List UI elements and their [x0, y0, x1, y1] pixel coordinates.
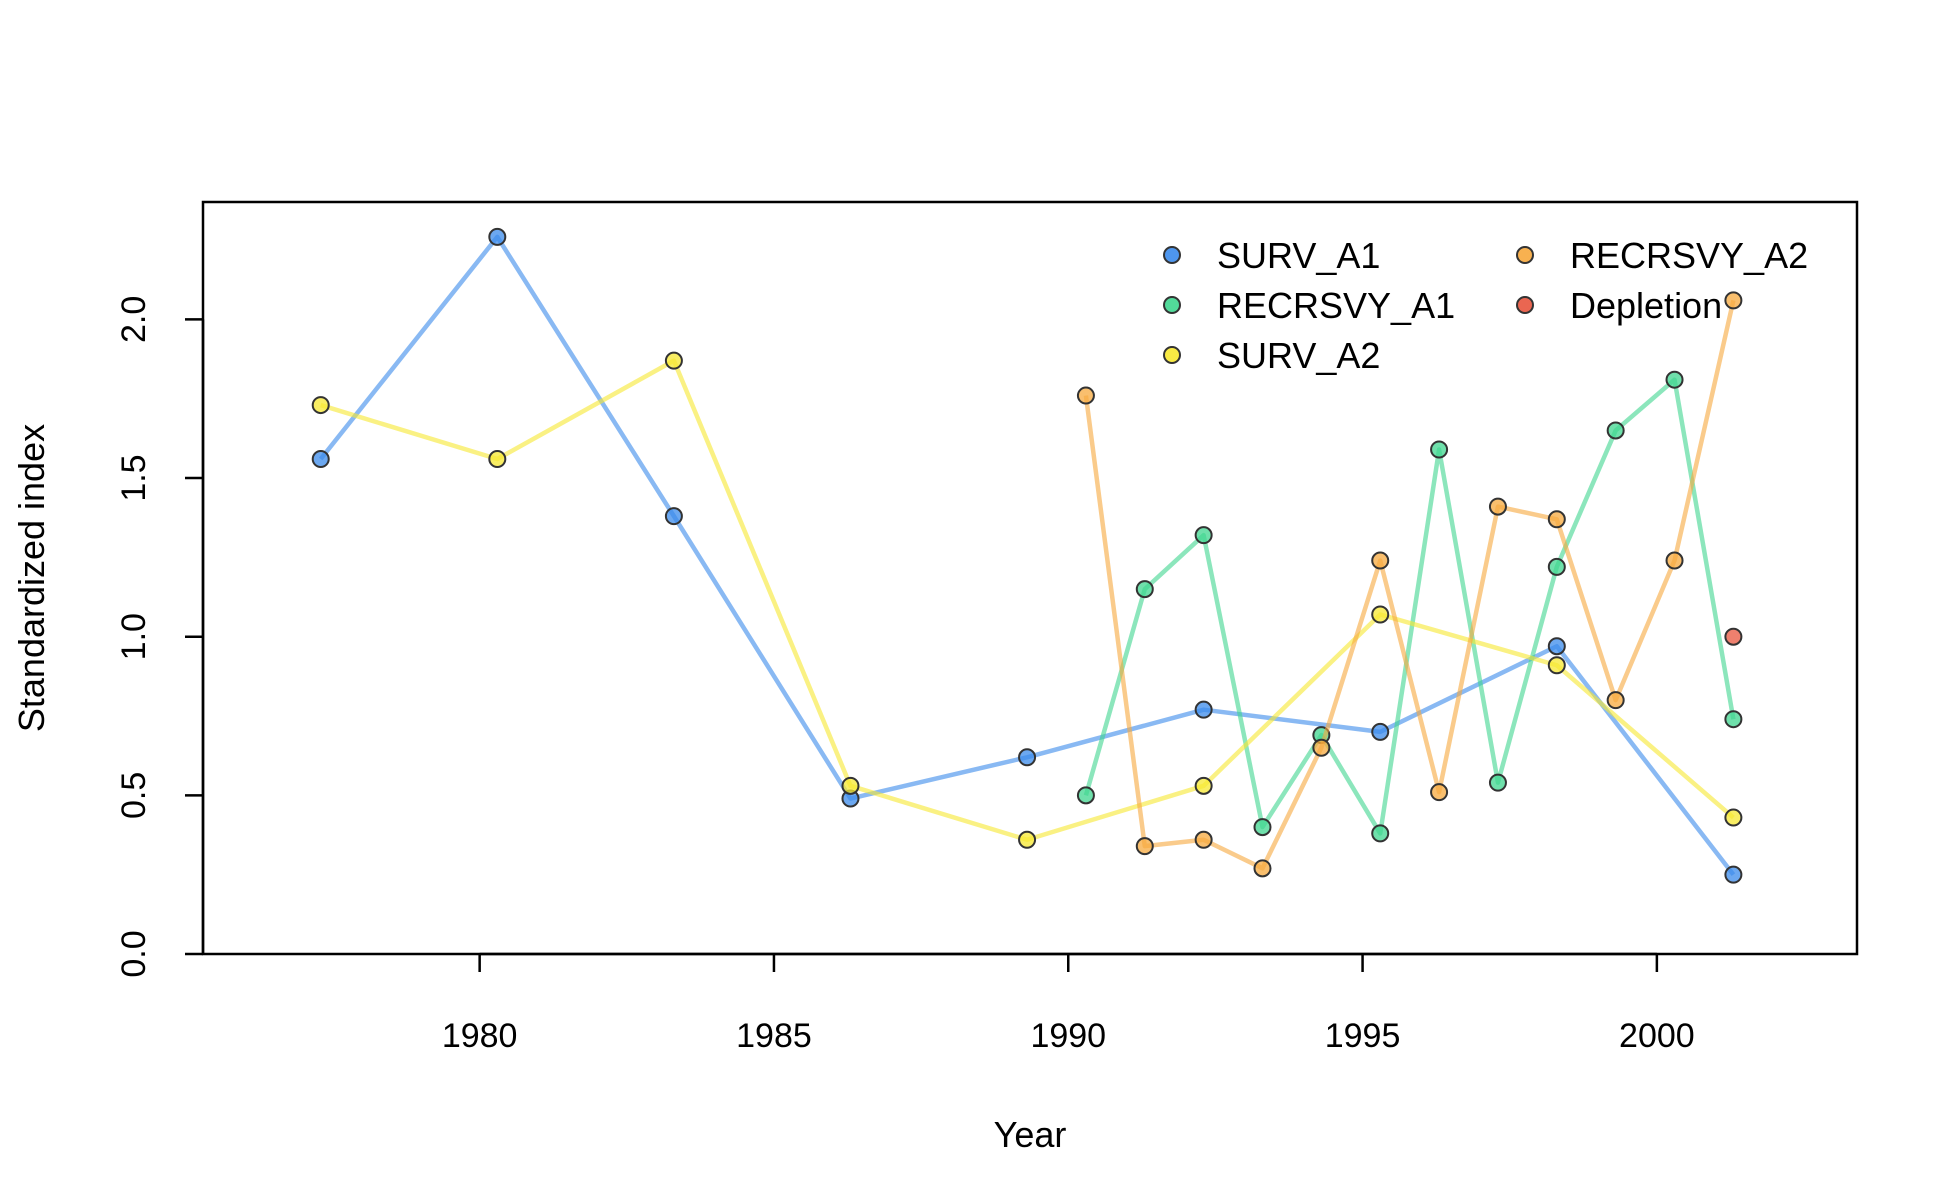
x-axis-label: Year	[994, 1114, 1067, 1155]
data-point	[311, 450, 330, 469]
data-point	[1194, 830, 1213, 849]
series-recrsvy-a2	[1076, 291, 1743, 878]
data-point	[1724, 291, 1743, 310]
data-point	[1665, 370, 1684, 389]
data-point	[1371, 722, 1390, 741]
data-point	[664, 351, 683, 370]
data-point	[1135, 580, 1154, 599]
y-tick-label: 1.5	[115, 454, 153, 501]
data-point	[1606, 421, 1625, 440]
y-tick-label: 0.5	[115, 772, 153, 819]
series-surv-a1	[311, 227, 1743, 884]
legend: SURV_A1 RECRSVY_A1 SURV_A2 RECRSVY_A2 Deplet…	[1163, 235, 1808, 376]
data-point	[1312, 738, 1331, 757]
legend-item: SURV_A2	[1163, 335, 1380, 376]
data-point	[1194, 700, 1213, 719]
x-tick-label: 1995	[1325, 1017, 1401, 1055]
series-depletion	[1724, 627, 1743, 646]
data-point	[1547, 637, 1566, 656]
legend-label: SURV_A2	[1217, 335, 1380, 376]
data-point	[1547, 557, 1566, 576]
data-point	[1018, 748, 1037, 767]
legend-item: RECRSVY_A1	[1163, 285, 1455, 326]
x-tick-label: 1985	[736, 1017, 812, 1055]
data-point	[1488, 497, 1507, 516]
x-tick-label: 1980	[442, 1017, 518, 1055]
data-point	[1253, 859, 1272, 878]
legend-label: RECRSVY_A1	[1217, 285, 1455, 326]
data-point	[1547, 510, 1566, 529]
legend-marker	[1163, 296, 1181, 314]
y-axis-label: Standardized index	[11, 424, 52, 732]
series-surv-a2	[311, 351, 1743, 849]
data-point	[1076, 786, 1095, 805]
data-point	[1665, 551, 1684, 570]
data-point	[488, 450, 507, 469]
legend-label: SURV_A1	[1217, 235, 1380, 276]
y-axis: 0.0 0.5 1.0 1.5 2.0	[115, 296, 205, 978]
x-tick-label: 1990	[1030, 1017, 1106, 1055]
data-point	[1194, 526, 1213, 545]
data-point	[1194, 776, 1213, 795]
legend-label: RECRSVY_A2	[1570, 235, 1808, 276]
data-point	[1724, 710, 1743, 729]
series-layer	[311, 227, 1743, 884]
legend-item: Depletion	[1516, 285, 1722, 326]
data-point	[488, 227, 507, 246]
legend-marker	[1516, 246, 1534, 264]
data-point	[664, 507, 683, 526]
data-point	[1371, 551, 1390, 570]
data-point	[1430, 440, 1449, 459]
data-point	[1076, 386, 1095, 405]
data-point	[1606, 691, 1625, 710]
data-point	[1430, 783, 1449, 802]
data-point	[1547, 656, 1566, 675]
data-point	[841, 776, 860, 795]
data-point	[1724, 627, 1743, 646]
legend-marker	[1163, 246, 1181, 264]
data-point	[1018, 830, 1037, 849]
legend-item: RECRSVY_A2	[1516, 235, 1808, 276]
data-point	[311, 396, 330, 415]
y-tick-label: 1.0	[115, 613, 153, 660]
data-point	[1371, 605, 1390, 624]
data-point	[1724, 808, 1743, 827]
legend-marker	[1163, 346, 1181, 364]
data-point	[1253, 818, 1272, 837]
legend-label: Depletion	[1570, 285, 1722, 326]
data-point	[1724, 865, 1743, 884]
legend-marker	[1516, 296, 1534, 314]
y-tick-label: 2.0	[115, 296, 153, 343]
series-line	[1083, 377, 1736, 836]
series-line	[1083, 299, 1736, 871]
y-tick-label: 0.0	[115, 930, 153, 977]
data-point	[1135, 837, 1154, 856]
x-tick-label: 2000	[1619, 1017, 1695, 1055]
data-point	[1371, 824, 1390, 843]
legend-item: SURV_A1	[1163, 235, 1380, 276]
x-axis: 1980 1985 1990 1995 2000	[442, 952, 1695, 1055]
data-point	[1488, 773, 1507, 792]
